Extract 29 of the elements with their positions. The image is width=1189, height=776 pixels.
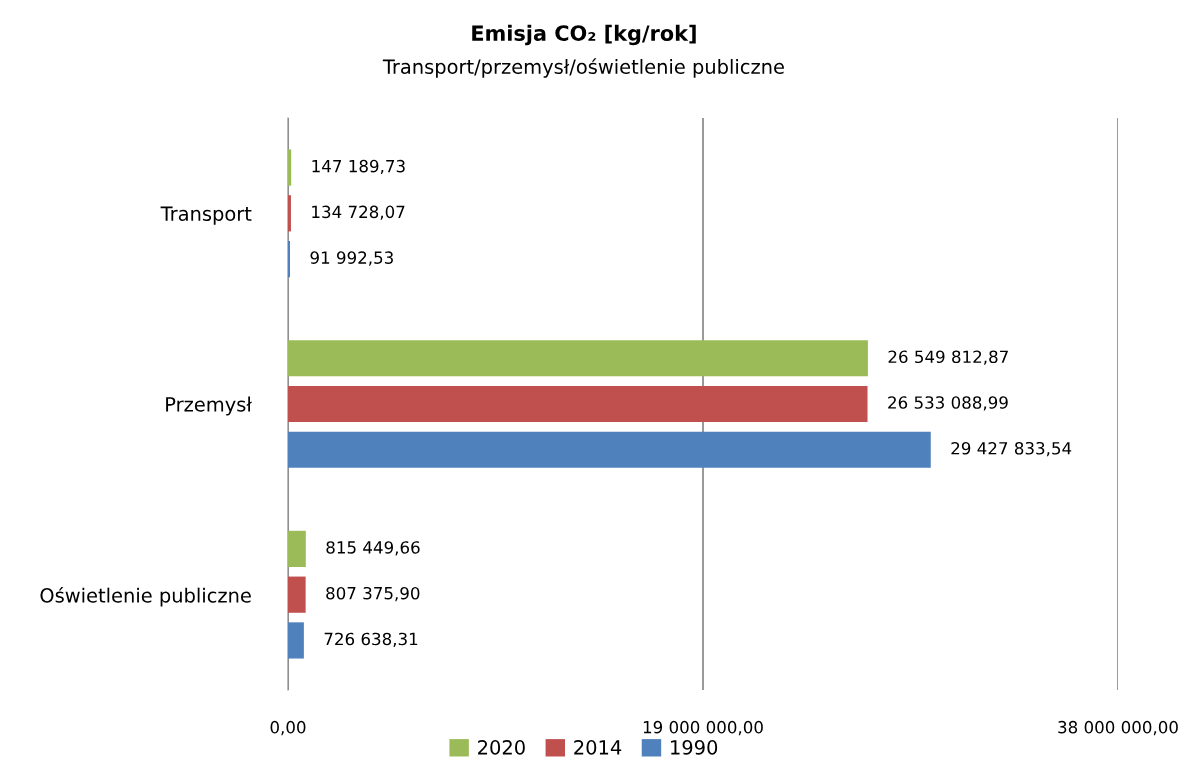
bar xyxy=(288,431,931,468)
bar xyxy=(288,576,306,613)
bar xyxy=(288,385,868,423)
data-label: 815 449,66 xyxy=(326,541,420,556)
legend-label: 2020 xyxy=(478,740,525,755)
x-tick-label: 38 000 000,00 xyxy=(1058,720,1178,736)
data-label: 26 549 812,87 xyxy=(888,350,1008,365)
bar xyxy=(288,149,292,186)
bar xyxy=(288,240,291,278)
bar xyxy=(288,195,291,232)
y-tick-label: Przemysł xyxy=(166,396,252,416)
x-tick-label: 19 000 000,00 xyxy=(643,720,763,736)
chart-subtitle: Transport/przemysł/oświetlenie publiczne xyxy=(382,58,784,78)
bar xyxy=(288,340,868,377)
chart-title: Emisja CO₂ [kg/rok] xyxy=(472,24,696,46)
data-label: 26 533 088,99 xyxy=(888,396,1008,411)
data-label: 807 375,90 xyxy=(326,586,420,602)
bar xyxy=(288,530,306,568)
data-label: 147 189,73 xyxy=(312,159,405,175)
data-label: 134 728,07 xyxy=(312,205,405,220)
data-label: 91 992,53 xyxy=(310,251,393,266)
y-tick-label: Transport xyxy=(160,206,252,225)
bar xyxy=(288,622,304,659)
y-tick-label: Oświetlenie publiczne xyxy=(40,586,251,607)
x-tick-label: 0,00 xyxy=(270,720,306,736)
legend-label: 1990 xyxy=(671,740,718,755)
data-label: 726 638,31 xyxy=(324,632,418,647)
legend-label: 2014 xyxy=(574,740,622,755)
data-label: 29 427 833,54 xyxy=(951,441,1072,457)
